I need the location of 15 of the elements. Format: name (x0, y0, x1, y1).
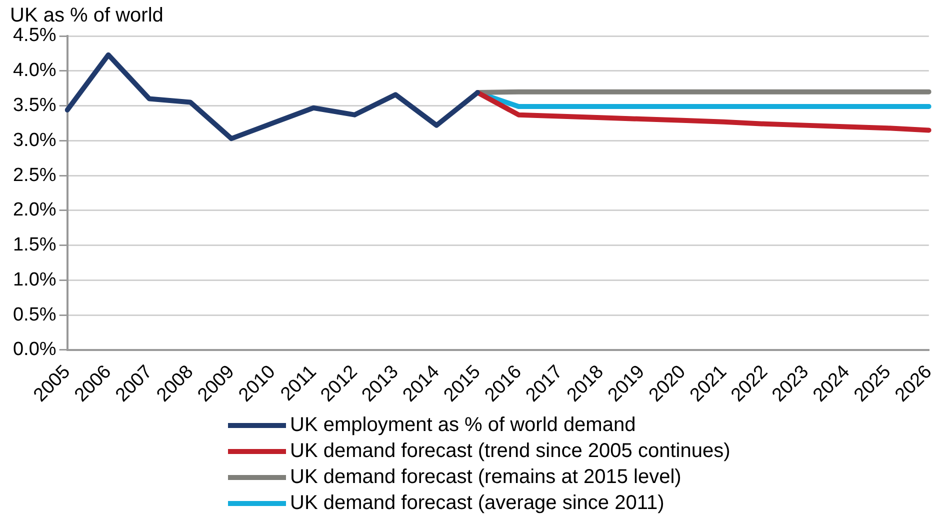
y-tick-label: 1.0% (12, 269, 56, 290)
y-tick-label: 3.0% (12, 130, 56, 151)
y-tick-label: 0.0% (12, 339, 56, 360)
y-tick-label: 1.5% (12, 234, 56, 256)
y-tick-label: 3.5% (12, 95, 56, 116)
y-tick-label: 4.0% (12, 60, 56, 82)
y-tick-label: 2.0% (12, 200, 56, 221)
y-tick-label: 2.5% (12, 164, 56, 186)
legend-label: UK demand forecast (remains at 2015 level) (290, 466, 682, 488)
y-tick-label: 4.5% (12, 25, 56, 46)
legend-label: UK employment as % of world demand (290, 414, 636, 436)
legend-label: UK demand forecast (average since 2011) (290, 492, 664, 514)
legend-label: UK demand forecast (trend since 2005 continues) (290, 440, 730, 462)
y-tick-label: 0.5% (12, 304, 56, 326)
chart-title: UK as % of world (10, 4, 164, 27)
